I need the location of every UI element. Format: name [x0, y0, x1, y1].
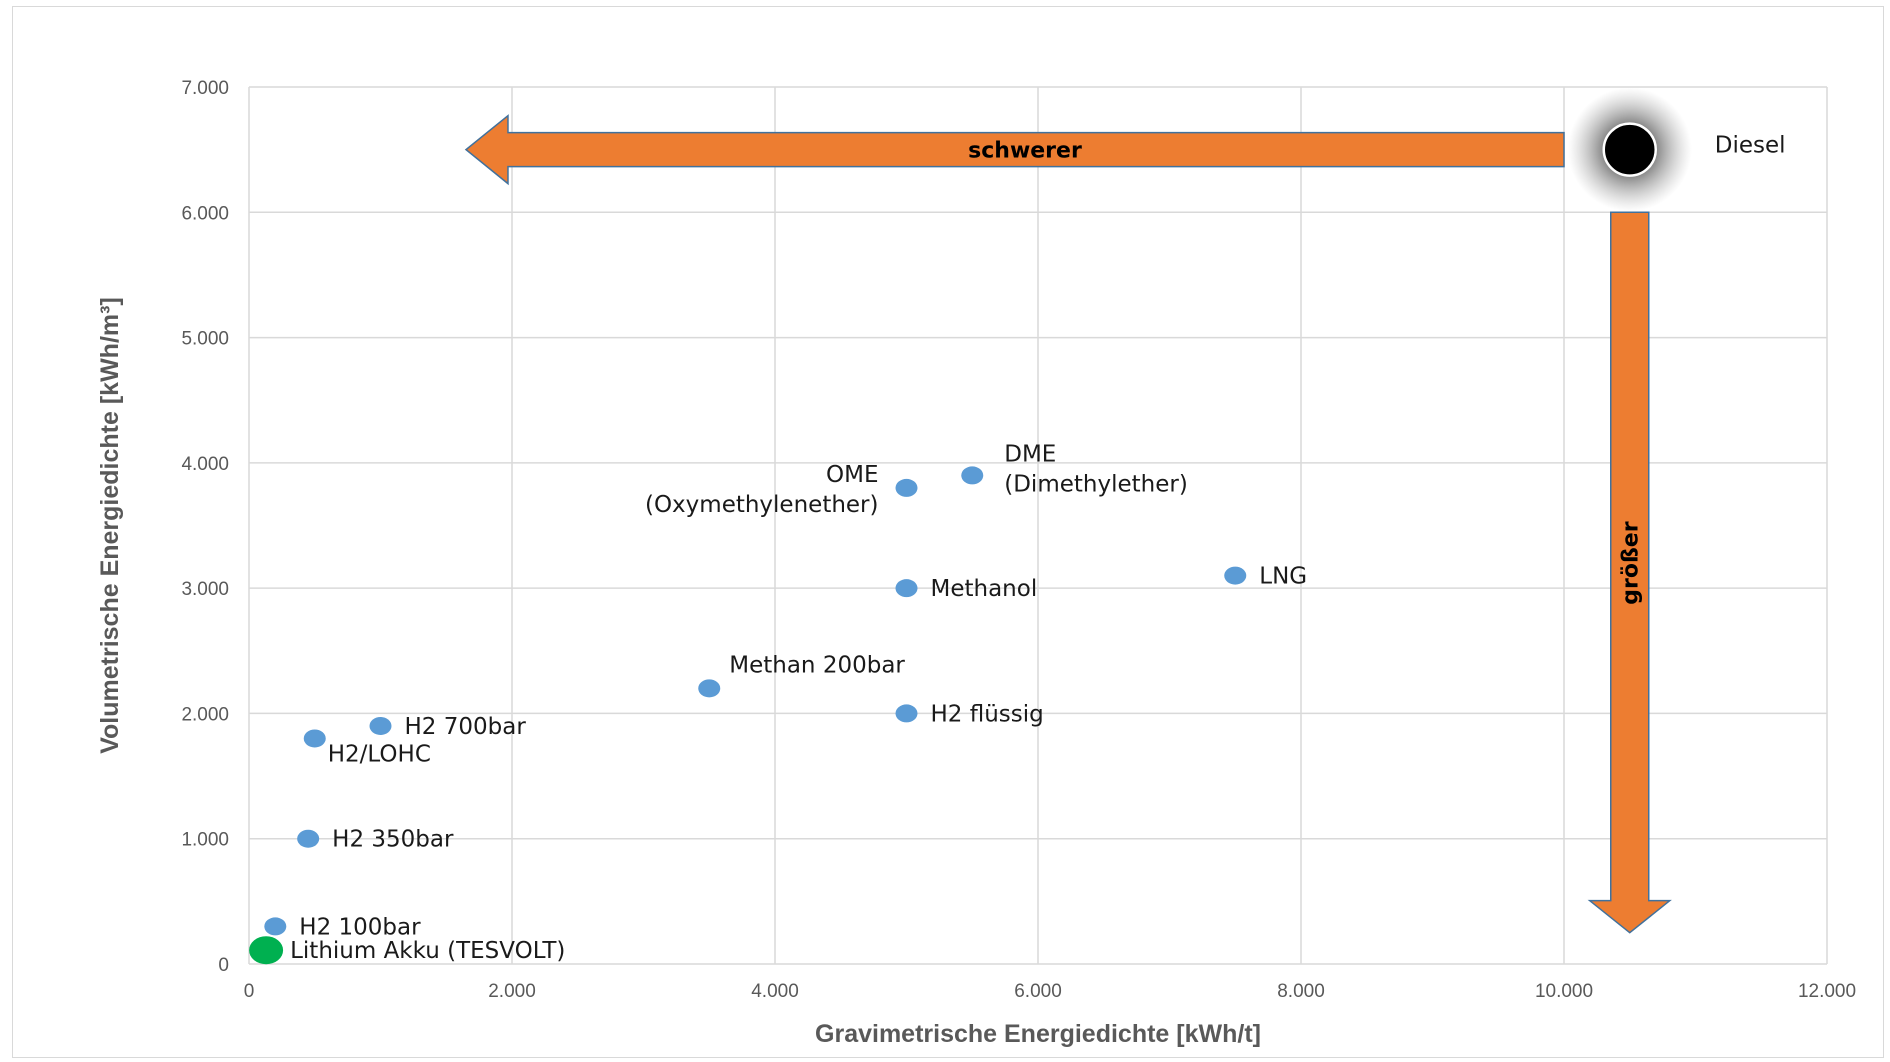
y-tick-labels: 0 1.000 2.000 3.000 4.000 5.000 6.000 7.000: [181, 78, 229, 976]
x-tick-label: 12.000: [1798, 981, 1856, 1002]
data-point: [1224, 566, 1247, 585]
y-tick-label: 2.000: [181, 704, 229, 725]
point-label-line: H2 100bar: [299, 914, 421, 940]
x-tick-label: 2.000: [488, 981, 536, 1002]
y-tick-label: 4.000: [181, 454, 229, 475]
data-points: [249, 87, 1692, 965]
data-point: [264, 917, 287, 936]
point-label: Methan 200bar: [729, 652, 905, 678]
point-label: Methanol: [931, 576, 1038, 602]
x-tick-label: 8.000: [1277, 981, 1325, 1002]
point-label-line: Lithium Akku (TESVOLT): [290, 938, 565, 964]
point-label-line: (Oxymethylenether): [645, 492, 879, 518]
arrow-label-schwerer: schwerer: [968, 139, 1082, 164]
point-label: H2/LOHC: [328, 741, 431, 767]
data-point: [895, 478, 918, 497]
point-label-line: DME: [1004, 441, 1056, 467]
data-point: [698, 679, 721, 698]
point-label-line: OME: [826, 462, 878, 488]
point-label: OME (Oxymethylenether): [645, 462, 879, 518]
annotation-arrows: schwerer größer: [464, 114, 1672, 934]
data-point: [895, 579, 918, 598]
y-tick-label: 1.000: [181, 830, 229, 851]
grid-lines: [248, 86, 1828, 965]
y-tick-label: 7.000: [181, 78, 229, 99]
chart-frame: [12, 6, 1884, 1058]
x-tick-label: 6.000: [1014, 981, 1062, 1002]
x-tick-label: 0: [244, 981, 255, 1002]
point-label-line: (Dimethylether): [1004, 471, 1188, 497]
data-point-highlight: [249, 936, 284, 965]
point-label: H2 700bar: [405, 714, 527, 740]
point-label-line: H2 350bar: [332, 827, 454, 853]
point-label: LNG: [1259, 564, 1307, 590]
point-label-line: H2 flüssig: [931, 701, 1044, 727]
point-label-line: H2/LOHC: [328, 741, 431, 767]
x-tick-label: 10.000: [1535, 981, 1593, 1002]
point-label: H2 350bar: [332, 827, 454, 853]
data-point: [961, 466, 984, 485]
data-point: [303, 729, 326, 748]
data-point: [297, 829, 320, 848]
arrow-left-shape: [464, 114, 1565, 186]
x-tick-labels: 0 2.000 4.000 6.000 8.000 10.000 12.000: [244, 981, 1856, 1002]
point-label: H2 flüssig: [931, 701, 1044, 727]
x-tick-label: 4.000: [751, 981, 799, 1002]
point-label: DME (Dimethylether): [1004, 441, 1188, 497]
point-label: Diesel: [1715, 133, 1786, 159]
y-tick-label: 3.000: [181, 579, 229, 600]
data-point-diesel: [1602, 122, 1657, 177]
arrow-down-shape: [1587, 211, 1672, 934]
data-point: [895, 704, 918, 723]
point-label: Lithium Akku (TESVOLT): [290, 938, 565, 964]
arrow-label-groesser: größer: [1619, 521, 1644, 604]
point-label-line: Methanol: [931, 576, 1038, 602]
point-label-line: Methan 200bar: [729, 652, 905, 678]
y-axis-title: Volumetrische Energiedichte [kWh/m³]: [96, 297, 124, 754]
y-tick-label: 5.000: [181, 329, 229, 350]
point-labels: Diesel DME (Dimethylether) OME (Oxymethylene…: [290, 133, 1785, 965]
point-label-line: LNG: [1259, 564, 1307, 590]
point-label-line: H2 700bar: [405, 714, 527, 740]
point-label: H2 100bar: [299, 914, 421, 940]
data-point: [369, 716, 392, 735]
y-tick-label: 6.000: [181, 203, 229, 224]
x-axis-title: Gravimetrische Energiedichte [kWh/t]: [815, 1020, 1261, 1048]
y-tick-label: 0: [218, 955, 229, 976]
